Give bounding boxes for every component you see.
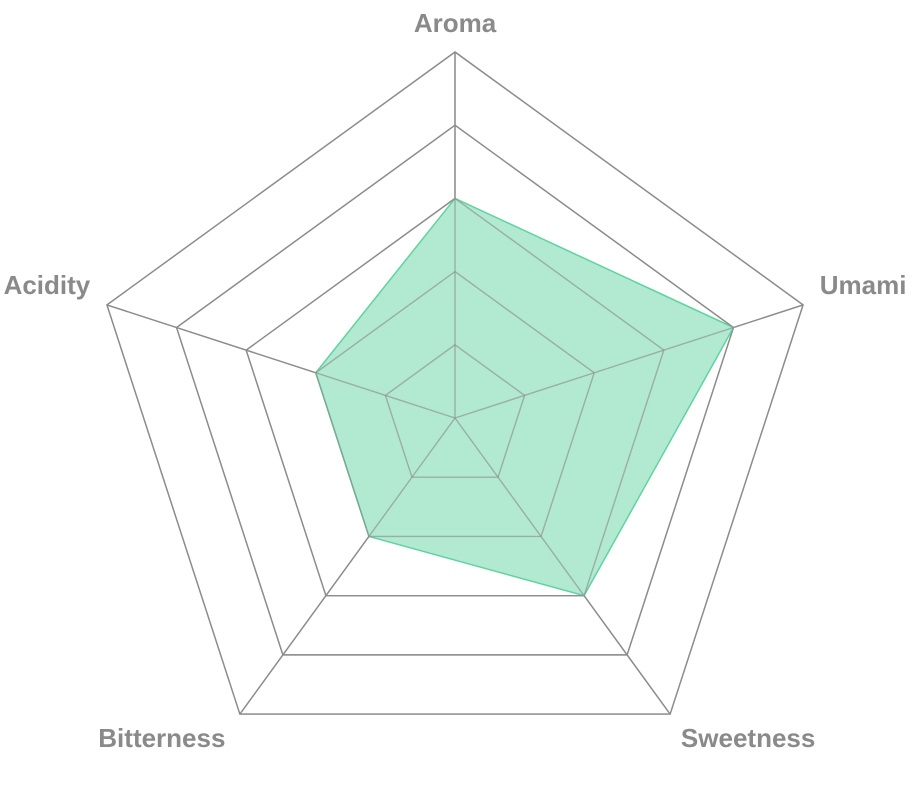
- axis-label: Aroma: [414, 8, 497, 38]
- axis-label: Umami: [820, 270, 907, 300]
- spoke-overlay: [239, 417, 456, 715]
- axis-label: Acidity: [4, 270, 91, 300]
- grid-ring-overlay: [175, 124, 735, 656]
- grid-ring-overlay: [106, 51, 804, 715]
- axis-label: Sweetness: [681, 723, 815, 753]
- spoke-overlay: [454, 304, 804, 419]
- grid-ring-overlay: [384, 343, 526, 478]
- grid-ring-overlay: [245, 197, 665, 597]
- spoke-overlay: [106, 304, 456, 419]
- spoke-overlay: [454, 417, 671, 715]
- grid-ring-overlay: [314, 270, 596, 538]
- axis-label: Bitterness: [98, 723, 225, 753]
